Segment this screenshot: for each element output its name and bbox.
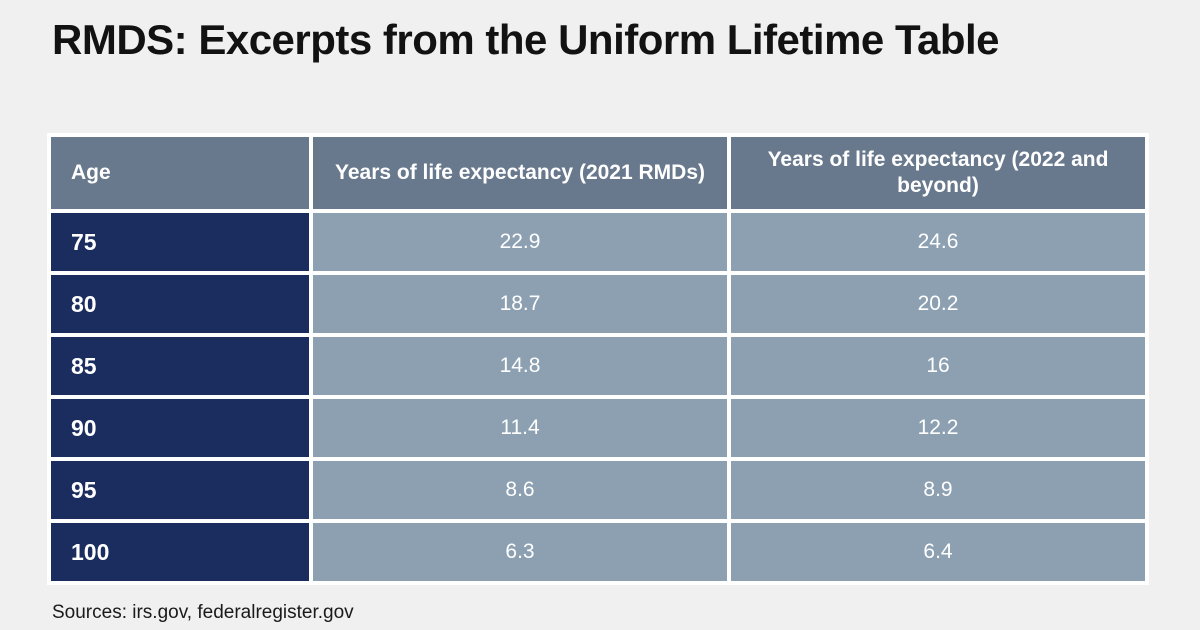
table-header-row: Age Years of life expectancy (2021 RMDs)… <box>51 137 1145 209</box>
value-cell-2022: 20.2 <box>731 275 1145 333</box>
value-cell-2021: 18.7 <box>313 275 727 333</box>
header-cell-2021-rmds: Years of life expectancy (2021 RMDs) <box>313 137 727 209</box>
age-cell: 100 <box>51 523 309 581</box>
age-cell: 85 <box>51 337 309 395</box>
age-cell: 95 <box>51 461 309 519</box>
value-cell-2022: 24.6 <box>731 213 1145 271</box>
page-title: RMDS: Excerpts from the Uniform Lifetime… <box>52 16 1000 63</box>
value-cell-2021: 6.3 <box>313 523 727 581</box>
table-row: 75 22.9 24.6 <box>51 213 1145 271</box>
value-cell-2022: 6.4 <box>731 523 1145 581</box>
source-note: Sources: irs.gov, federalregister.gov <box>52 602 354 623</box>
table-row: 80 18.7 20.2 <box>51 275 1145 333</box>
uniform-lifetime-table: Age Years of life expectancy (2021 RMDs)… <box>47 133 1149 585</box>
value-cell-2021: 8.6 <box>313 461 727 519</box>
table-row: 95 8.6 8.9 <box>51 461 1145 519</box>
table-row: 90 11.4 12.2 <box>51 399 1145 457</box>
value-cell-2022: 16 <box>731 337 1145 395</box>
age-cell: 90 <box>51 399 309 457</box>
age-cell: 75 <box>51 213 309 271</box>
value-cell-2021: 22.9 <box>313 213 727 271</box>
header-cell-age: Age <box>51 137 309 209</box>
age-cell: 80 <box>51 275 309 333</box>
table-row: 100 6.3 6.4 <box>51 523 1145 581</box>
value-cell-2022: 8.9 <box>731 461 1145 519</box>
table-row: 85 14.8 16 <box>51 337 1145 395</box>
value-cell-2021: 14.8 <box>313 337 727 395</box>
value-cell-2021: 11.4 <box>313 399 727 457</box>
table-panel: Age Years of life expectancy (2021 RMDs)… <box>47 133 1149 585</box>
header-cell-2022-beyond: Years of life expectancy (2022 and beyon… <box>731 137 1145 209</box>
value-cell-2022: 12.2 <box>731 399 1145 457</box>
